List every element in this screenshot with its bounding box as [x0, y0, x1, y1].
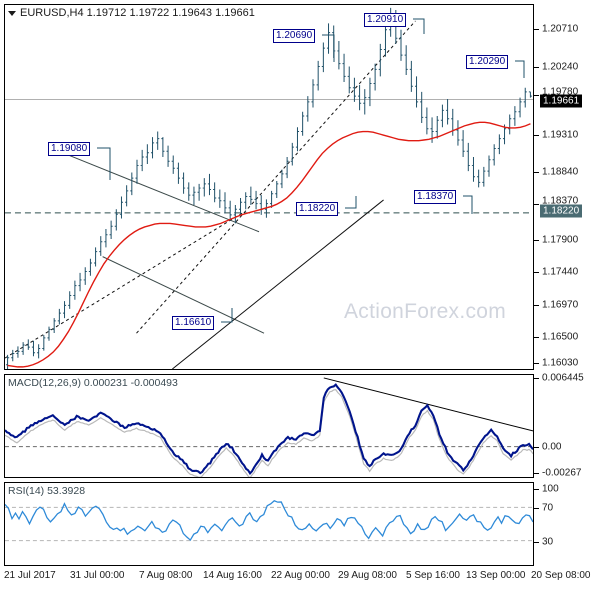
rising-dashed-resistance-line — [136, 20, 416, 334]
macd-panel[interactable] — [4, 374, 534, 478]
time-axis-label: 14 Aug 16:00 — [203, 570, 262, 581]
price-chart-panel[interactable] — [4, 4, 534, 370]
price-tag-120910[interactable]: 1.20910 — [364, 13, 407, 27]
symbol-header-text: EURUSD,H4 1.19712 1.19722 1.19643 1.1966… — [20, 7, 255, 19]
price-tag-120690[interactable]: 1.20690 — [273, 29, 316, 43]
descending-channel-top-line — [48, 146, 260, 233]
rsi-line — [5, 500, 533, 542]
rising-solid-support-line — [172, 199, 384, 369]
price-tag-119080[interactable]: 1.19080 — [48, 142, 91, 156]
time-axis-label: 5 Sep 16:00 — [406, 570, 460, 581]
time-axis-label: 13 Sep 00:00 — [466, 570, 526, 581]
rsi-axis-label: 30 — [542, 536, 554, 548]
ohlc-bars-group — [6, 7, 532, 369]
last-price-badge: 1.19661 — [540, 94, 583, 108]
rising-dashed-support-line — [5, 211, 245, 359]
time-axis-label: 20 Sep 08:00 — [531, 570, 591, 581]
symbol-header: EURUSD,H4 1.19712 1.19722 1.19643 1.1966… — [8, 7, 255, 19]
macd-plot-svg — [5, 377, 533, 477]
price-axis-label: 1.18370 — [542, 195, 579, 207]
price-tag-118370[interactable]: 1.18370 — [414, 190, 457, 204]
rsi-panel[interactable] — [4, 482, 534, 566]
macd-main-line — [5, 383, 533, 475]
level-price-badge: 1.18220 — [540, 204, 583, 218]
time-axis-label: 21 Jul 2017 — [4, 570, 56, 581]
rsi-plot-svg — [5, 500, 533, 542]
rsi-axis-label: 70 — [542, 502, 554, 514]
chevron-down-icon[interactable] — [8, 10, 16, 16]
price-axis: 1.20710 1.20240 1.19780 1.19310 1.18840 … — [534, 0, 600, 600]
macd-trendline — [323, 377, 533, 432]
price-axis-label: 1.20710 — [542, 23, 579, 35]
price-axis-label: 1.16500 — [542, 331, 579, 343]
price-axis-label: 1.19780 — [542, 86, 579, 98]
rsi-axis-label: 100 — [542, 483, 559, 495]
time-axis-label: 29 Aug 08:00 — [338, 570, 397, 581]
macd-indicator-label: MACD(12,26,9) 0.000231 -0.000493 — [8, 377, 178, 389]
price-tag-118220[interactable]: 1.18220 — [296, 202, 339, 216]
rsi-indicator-label: RSI(14) 53.3928 — [8, 485, 86, 497]
time-axis: 21 Jul 2017 31 Jul 00:00 7 Aug 08:00 14 … — [0, 570, 600, 600]
price-axis-label: 1.19310 — [542, 129, 579, 141]
price-axis-label: 1.16030 — [542, 357, 579, 369]
macd-axis-label: 0.00 — [542, 441, 562, 453]
price-tag-116610[interactable]: 1.16610 — [172, 316, 215, 330]
price-axis-label: 1.17440 — [542, 266, 579, 278]
price-axis-label: 1.20240 — [542, 61, 579, 73]
macd-axis-label: 0.006445 — [542, 372, 584, 384]
macd-signal-line — [5, 389, 533, 477]
moving-average-line — [7, 121, 531, 368]
price-axis-label: 1.17900 — [542, 234, 579, 246]
time-axis-label: 7 Aug 08:00 — [139, 570, 193, 581]
price-axis-label: 1.16970 — [542, 299, 579, 311]
time-axis-label: 31 Jul 00:00 — [70, 570, 125, 581]
price-plot-svg — [5, 7, 533, 369]
watermark: ActionForex.com — [344, 300, 507, 323]
price-tag-120290[interactable]: 1.20290 — [466, 55, 509, 69]
macd-axis-label: -0.00267 — [542, 467, 582, 479]
price-axis-label: 1.18840 — [542, 166, 579, 178]
time-axis-label: 22 Aug 00:00 — [271, 570, 330, 581]
descending-channel-bottom-line — [102, 256, 265, 334]
